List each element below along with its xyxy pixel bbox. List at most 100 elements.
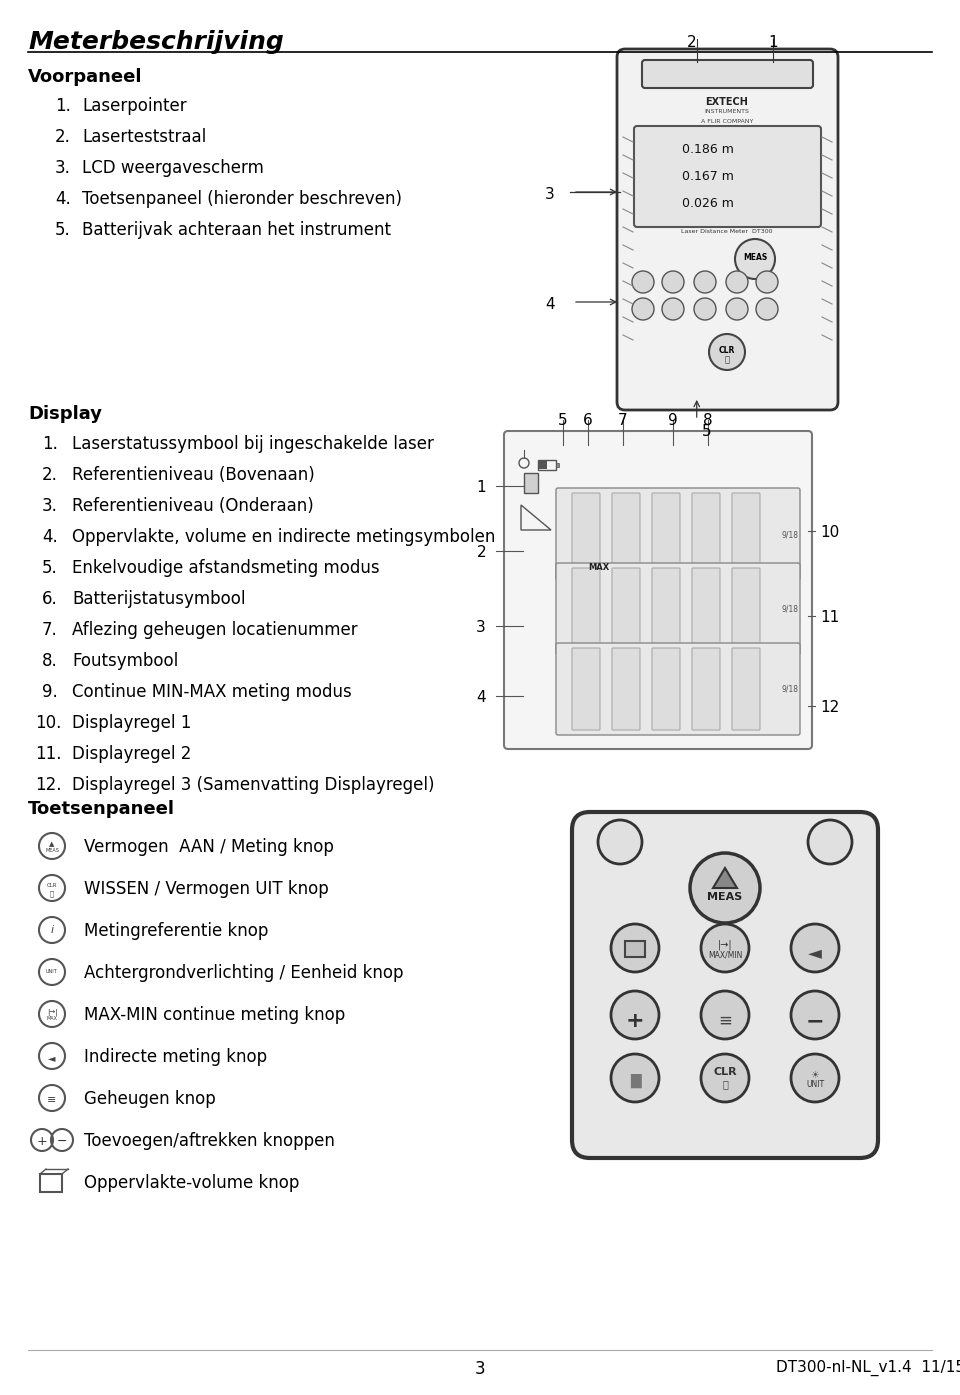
Text: MAX: MAX bbox=[46, 1016, 58, 1021]
FancyBboxPatch shape bbox=[572, 492, 600, 575]
Text: 5.: 5. bbox=[42, 559, 58, 578]
Text: Toetsenpaneel (hieronder beschreven): Toetsenpaneel (hieronder beschreven) bbox=[82, 190, 402, 208]
Text: 4.: 4. bbox=[42, 527, 58, 545]
Text: Meterbeschrijving: Meterbeschrijving bbox=[28, 31, 284, 54]
Text: CLR: CLR bbox=[719, 346, 735, 354]
Text: ⏻: ⏻ bbox=[725, 354, 730, 364]
Text: ◄: ◄ bbox=[808, 944, 822, 963]
FancyBboxPatch shape bbox=[572, 649, 600, 730]
Text: ⏻: ⏻ bbox=[722, 1078, 728, 1089]
Text: 0.167 m: 0.167 m bbox=[682, 170, 733, 183]
Text: i: i bbox=[51, 925, 54, 935]
Text: Displayregel 2: Displayregel 2 bbox=[72, 745, 191, 763]
FancyBboxPatch shape bbox=[612, 568, 640, 650]
Circle shape bbox=[662, 299, 684, 319]
Text: 1: 1 bbox=[769, 35, 779, 50]
Circle shape bbox=[735, 239, 775, 279]
Circle shape bbox=[632, 271, 654, 293]
Text: Toevoegen/aftrekken knoppen: Toevoegen/aftrekken knoppen bbox=[84, 1131, 335, 1149]
Text: Voorpaneel: Voorpaneel bbox=[28, 68, 142, 86]
Circle shape bbox=[694, 299, 716, 319]
Circle shape bbox=[690, 852, 760, 923]
FancyBboxPatch shape bbox=[732, 568, 760, 650]
Text: 2.: 2. bbox=[42, 466, 58, 484]
Text: MAX: MAX bbox=[588, 564, 610, 572]
FancyBboxPatch shape bbox=[652, 492, 680, 575]
Text: 1: 1 bbox=[476, 480, 486, 495]
Text: Laser Distance Meter  DT300: Laser Distance Meter DT300 bbox=[682, 229, 773, 234]
Bar bbox=[538, 460, 556, 470]
Text: Enkelvoudige afstandsmeting modus: Enkelvoudige afstandsmeting modus bbox=[72, 559, 379, 578]
Text: INSTRUMENTS: INSTRUMENTS bbox=[705, 109, 750, 114]
Text: MEAS: MEAS bbox=[708, 891, 743, 903]
Text: WISSEN / Vermogen UIT knop: WISSEN / Vermogen UIT knop bbox=[84, 880, 328, 898]
Text: Laserteststraal: Laserteststraal bbox=[82, 128, 206, 146]
Text: Displayregel 3 (Samenvatting Displayregel): Displayregel 3 (Samenvatting Displayrege… bbox=[72, 776, 435, 794]
Circle shape bbox=[662, 271, 684, 293]
Text: |→|: |→| bbox=[47, 1009, 58, 1016]
Text: MAX-MIN continue meting knop: MAX-MIN continue meting knop bbox=[84, 1006, 346, 1024]
Text: 10.: 10. bbox=[35, 714, 61, 732]
Text: 9/18: 9/18 bbox=[781, 530, 799, 538]
Circle shape bbox=[791, 990, 839, 1039]
Text: EXTECH: EXTECH bbox=[706, 98, 749, 107]
Text: 2: 2 bbox=[686, 35, 696, 50]
Text: Vermogen  AAN / Meting knop: Vermogen AAN / Meting knop bbox=[84, 838, 334, 857]
Circle shape bbox=[611, 990, 659, 1039]
Text: Achtergrondverlichting / Eenheid knop: Achtergrondverlichting / Eenheid knop bbox=[84, 964, 403, 982]
Bar bbox=[556, 463, 559, 467]
Text: Toetsenpaneel: Toetsenpaneel bbox=[28, 799, 175, 817]
Text: 0.026 m: 0.026 m bbox=[682, 197, 733, 211]
Text: 3: 3 bbox=[474, 1360, 486, 1378]
Text: LCD weergavescherm: LCD weergavescherm bbox=[82, 159, 264, 177]
Circle shape bbox=[726, 299, 748, 319]
Text: 7.: 7. bbox=[42, 621, 58, 639]
Circle shape bbox=[598, 820, 642, 864]
Text: ⏻: ⏻ bbox=[50, 890, 54, 897]
Text: 12: 12 bbox=[820, 700, 839, 716]
FancyBboxPatch shape bbox=[732, 649, 760, 730]
Text: 5: 5 bbox=[558, 413, 567, 428]
Text: 10: 10 bbox=[820, 525, 839, 540]
Text: CLR: CLR bbox=[47, 883, 58, 889]
Text: Indirecte meting knop: Indirecte meting knop bbox=[84, 1048, 267, 1066]
Text: MEAS: MEAS bbox=[45, 848, 59, 852]
Text: 11: 11 bbox=[820, 610, 839, 625]
Text: █: █ bbox=[630, 1074, 640, 1088]
Text: DT300-nl-NL_v1.4  11/15: DT300-nl-NL_v1.4 11/15 bbox=[776, 1360, 960, 1377]
Circle shape bbox=[808, 820, 852, 864]
FancyBboxPatch shape bbox=[617, 49, 838, 410]
Polygon shape bbox=[713, 868, 737, 889]
FancyBboxPatch shape bbox=[692, 568, 720, 650]
Text: Metingreferentie knop: Metingreferentie knop bbox=[84, 922, 269, 940]
Circle shape bbox=[611, 1055, 659, 1102]
Text: 6.: 6. bbox=[42, 590, 58, 608]
Circle shape bbox=[791, 1055, 839, 1102]
Text: 9/18: 9/18 bbox=[781, 605, 799, 614]
Bar bbox=[539, 460, 547, 469]
Circle shape bbox=[701, 990, 749, 1039]
Circle shape bbox=[694, 271, 716, 293]
Circle shape bbox=[726, 271, 748, 293]
Text: Oppervlakte, volume en indirecte metingsymbolen: Oppervlakte, volume en indirecte metings… bbox=[72, 527, 495, 545]
Text: Batterijvak achteraan het instrument: Batterijvak achteraan het instrument bbox=[82, 220, 391, 239]
Bar bbox=[40, 1175, 62, 1191]
FancyBboxPatch shape bbox=[572, 812, 878, 1158]
Text: Laserstatussymbool bij ingeschakelde laser: Laserstatussymbool bij ingeschakelde las… bbox=[72, 435, 434, 453]
Text: 5: 5 bbox=[702, 424, 711, 439]
Circle shape bbox=[791, 923, 839, 972]
Text: 2: 2 bbox=[476, 545, 486, 559]
Text: UNIT: UNIT bbox=[806, 1080, 824, 1089]
FancyBboxPatch shape bbox=[634, 126, 821, 227]
Text: Continue MIN-MAX meting modus: Continue MIN-MAX meting modus bbox=[72, 684, 351, 702]
FancyBboxPatch shape bbox=[692, 649, 720, 730]
Text: 7: 7 bbox=[618, 413, 628, 428]
Text: +: + bbox=[626, 1011, 644, 1031]
Text: Display: Display bbox=[28, 405, 102, 423]
Text: |→|: |→| bbox=[718, 940, 732, 950]
Text: Oppervlakte-volume knop: Oppervlakte-volume knop bbox=[84, 1175, 300, 1191]
Circle shape bbox=[611, 923, 659, 972]
Text: 3.: 3. bbox=[42, 497, 58, 515]
Bar bbox=[524, 473, 538, 492]
Text: 1.: 1. bbox=[55, 98, 71, 114]
